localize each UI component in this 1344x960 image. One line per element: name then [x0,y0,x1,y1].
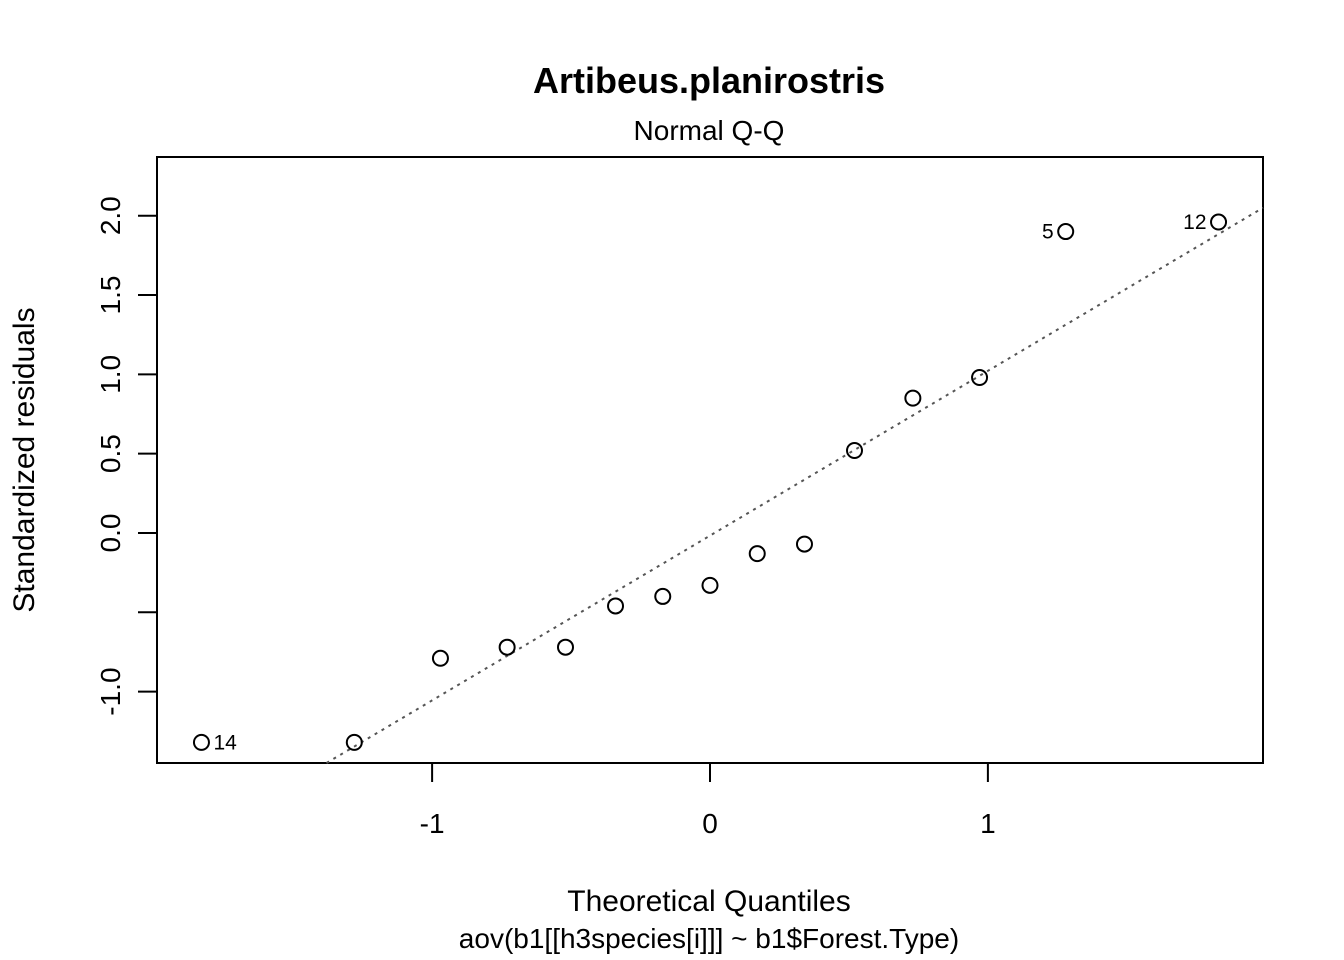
y-axis: -1.0 0.0 0.5 1.0 1.5 2.0 [95,196,157,716]
data-point [607,597,625,615]
data-points: 14 5 12 [192,211,1228,754]
data-point [498,638,516,656]
x-axis-label: Theoretical Quantiles [567,885,850,918]
y-tick-label: -1.0 [95,667,126,715]
chart-title: Artibeus.planirostris [533,60,885,101]
x-tick-label: 1 [980,808,996,839]
data-point [1057,223,1075,241]
point-label: 12 [1183,211,1206,234]
data-point [701,576,719,594]
y-tick-label: 0.0 [95,514,126,553]
model-caption: aov(b1[[h3species[i]]] ~ b1$Forest.Type) [459,923,959,954]
data-point [971,369,989,387]
data-point [345,733,363,751]
point-label: 5 [1042,221,1054,244]
data-point [192,733,210,751]
reference-line [326,206,1264,764]
point-label: 14 [213,731,237,754]
x-tick-label: 0 [702,808,718,839]
data-point [795,535,813,553]
data-point [748,545,766,563]
data-point [1210,213,1228,231]
data-point [556,638,574,656]
plot-frame [156,156,1264,764]
y-tick-label: 1.0 [95,355,126,394]
y-axis-label: Standardized residuals [8,307,41,612]
y-tick-label: 1.5 [95,276,126,315]
x-tick-label: -1 [420,808,445,839]
data-point [904,389,922,407]
reference-line-group [326,206,1264,764]
data-point [654,587,672,605]
data-point [846,441,864,459]
x-axis: -1 0 1 [420,763,996,839]
data-point [431,649,449,667]
chart-subtitle: Normal Q-Q [634,115,785,146]
y-tick-label: 2.0 [95,196,126,235]
y-tick-label: 0.5 [95,434,126,473]
